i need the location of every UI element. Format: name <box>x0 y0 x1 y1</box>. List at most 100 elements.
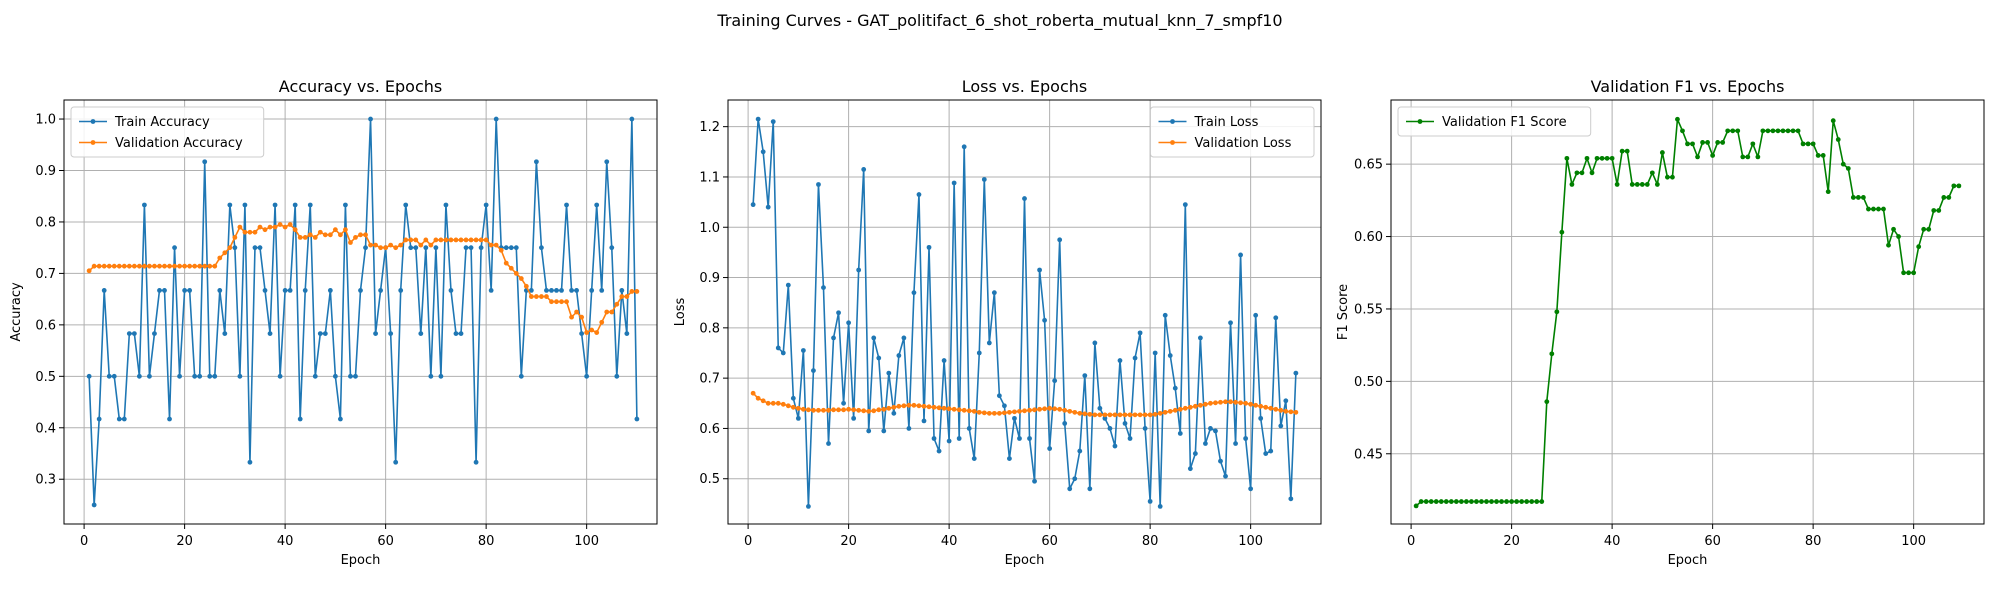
data-point <box>353 234 358 240</box>
data-point <box>1463 499 1469 504</box>
data-point <box>1228 320 1233 326</box>
data-point <box>1941 195 1947 200</box>
data-point <box>619 294 625 299</box>
data-point <box>1172 407 1178 413</box>
data-point <box>906 426 912 431</box>
data-point <box>343 227 348 233</box>
data-point <box>111 263 117 269</box>
data-point <box>886 405 892 411</box>
data-point <box>1032 478 1037 484</box>
data-point <box>172 245 177 251</box>
data-point <box>448 237 454 243</box>
data-point <box>227 202 233 208</box>
data-point <box>629 116 635 122</box>
data-point <box>503 260 509 266</box>
data-point <box>232 234 238 240</box>
data-point <box>574 309 579 315</box>
data-point <box>1182 405 1188 411</box>
data-point <box>1534 499 1540 504</box>
axes-frame <box>727 99 1322 525</box>
data-point <box>866 428 872 434</box>
data-point <box>1208 426 1213 431</box>
data-point <box>1675 116 1680 122</box>
data-point <box>227 245 233 251</box>
data-point <box>1956 183 1962 189</box>
data-point <box>136 373 142 379</box>
data-point <box>96 416 102 422</box>
data-point <box>1474 499 1479 504</box>
accuracy-chart: 0 20 40 60 80 100 0.3 0.4 0.5 0.6 0.7 0.8 0.9 1.0 Accu… <box>9 77 658 568</box>
data-point <box>86 268 92 274</box>
data-point <box>609 309 615 315</box>
data-point <box>332 227 338 233</box>
data-point <box>438 237 444 243</box>
data-point <box>1624 148 1630 154</box>
data-point <box>951 406 957 412</box>
data-point <box>101 287 107 293</box>
data-point <box>896 403 902 409</box>
data-point <box>599 287 605 293</box>
data-point <box>232 245 238 251</box>
data-point <box>780 350 786 356</box>
data-point <box>1072 409 1078 415</box>
data-point <box>634 289 640 294</box>
y-tick-label: 0.7 <box>699 372 720 387</box>
data-point <box>1278 407 1284 413</box>
data-point <box>986 340 992 346</box>
data-point <box>1494 499 1499 504</box>
data-point <box>1092 340 1098 346</box>
data-point <box>1604 155 1610 161</box>
data-point <box>921 403 927 409</box>
legend-box <box>70 106 265 158</box>
data-point <box>1268 405 1274 411</box>
data-point <box>533 159 539 165</box>
data-point <box>1519 499 1525 504</box>
data-point <box>172 263 177 269</box>
data-point <box>1579 170 1585 176</box>
data-point <box>1453 499 1459 504</box>
data-point <box>197 373 203 379</box>
data-point <box>307 232 313 238</box>
data-point <box>1258 403 1264 409</box>
y-tick-label: 0.6 <box>35 318 56 333</box>
data-point <box>378 245 383 251</box>
data-point <box>1529 499 1535 504</box>
data-point <box>368 116 373 122</box>
data-point <box>1248 486 1254 492</box>
series-line-1 <box>88 223 637 334</box>
data-point <box>458 331 464 337</box>
legend-swatch-marker <box>1170 140 1175 145</box>
data-point <box>1564 155 1570 161</box>
data-point <box>1695 154 1700 160</box>
data-point <box>453 237 459 243</box>
y-tick-label: 0.7 <box>35 267 56 282</box>
y-tick-label: 0.6 <box>699 422 720 437</box>
data-point <box>1659 150 1665 155</box>
data-point <box>312 373 318 379</box>
data-point <box>1243 436 1249 441</box>
data-point <box>111 373 117 379</box>
data-point <box>816 407 821 413</box>
data-point <box>1112 412 1118 418</box>
data-point <box>307 202 313 208</box>
data-point <box>1017 408 1022 414</box>
data-point <box>1670 174 1675 180</box>
data-point <box>821 407 826 413</box>
data-point <box>1002 403 1007 409</box>
data-point <box>881 406 887 412</box>
data-point <box>182 263 188 269</box>
data-point <box>1584 155 1590 161</box>
data-point <box>473 237 479 243</box>
data-point <box>1132 355 1138 361</box>
x-tick-label: 40 <box>277 534 294 549</box>
data-point <box>388 242 394 248</box>
data-point <box>408 237 414 243</box>
data-point <box>277 222 283 227</box>
legend-label: Validation Loss <box>1195 136 1292 151</box>
data-point <box>1007 409 1012 415</box>
data-point <box>750 202 756 208</box>
data-point <box>272 224 278 230</box>
data-point <box>1830 118 1836 124</box>
data-point <box>911 290 917 296</box>
data-point <box>991 410 997 416</box>
